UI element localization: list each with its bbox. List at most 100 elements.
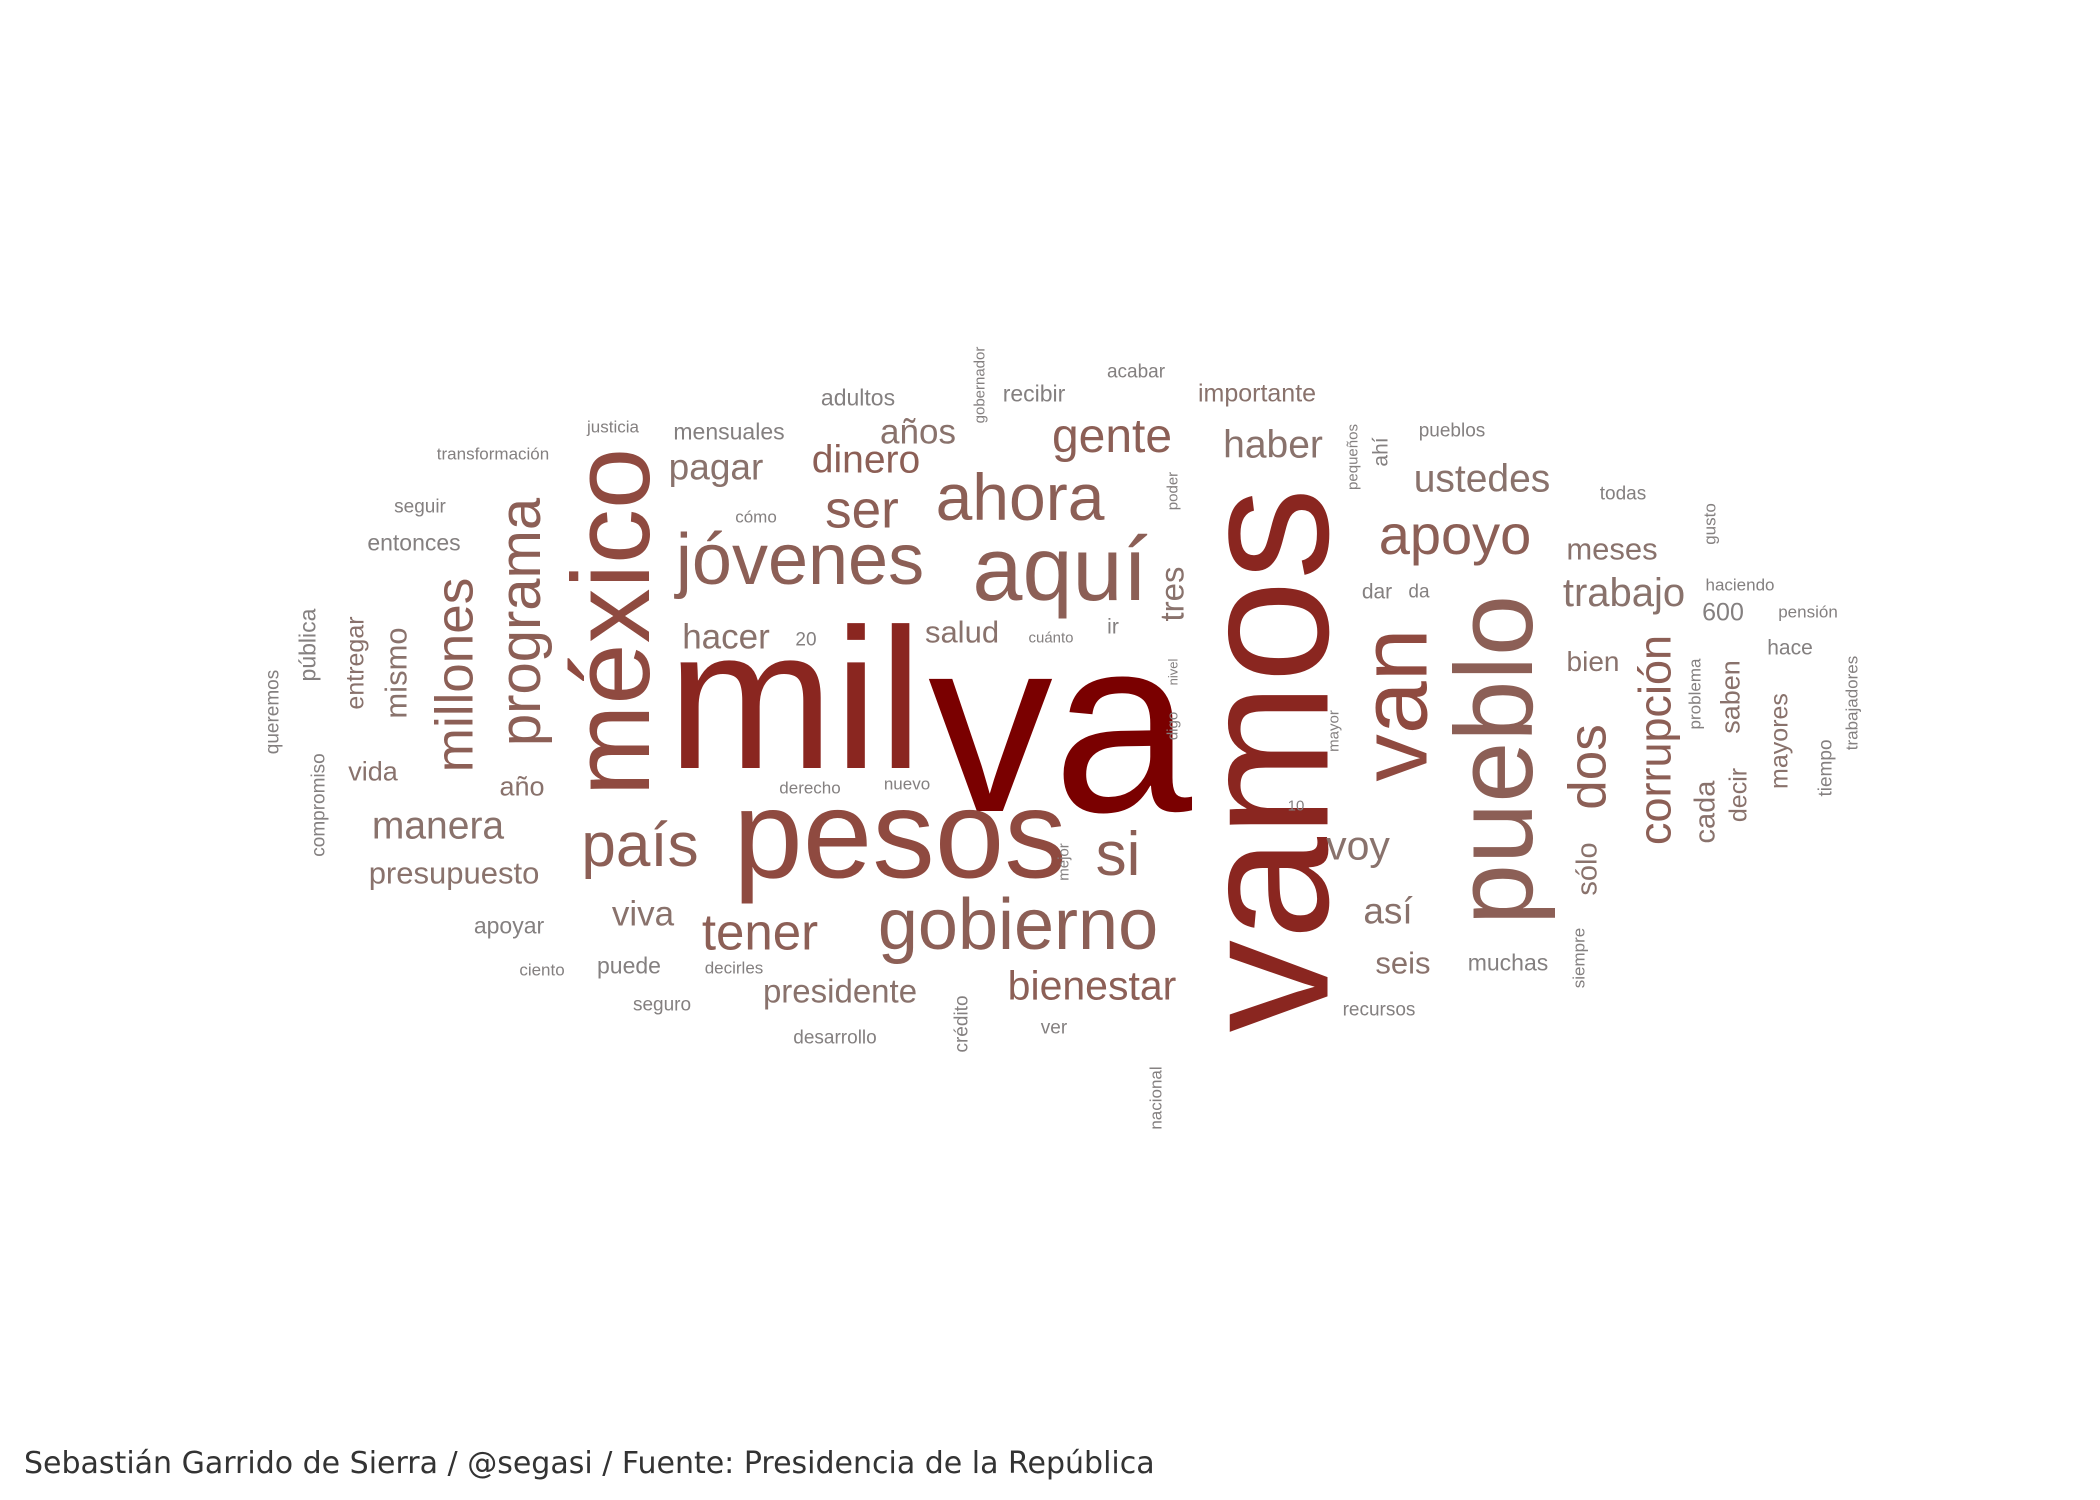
word-siempre: siempre [1569,927,1589,989]
word-va: va [927,585,1193,864]
word-cuanto: cuánto [1028,629,1074,647]
word-haber: haber [1223,423,1323,467]
word-adultos: adultos [820,384,896,411]
word-pesos: pesos [733,765,1067,905]
word-anos: años [880,412,956,452]
word-poder: poder [1164,471,1182,511]
word-salud: salud [924,614,1000,650]
word-hacer: hacer [682,617,770,657]
word-pueblo: pueblo [1433,594,1556,926]
word-compromiso: compromiso [308,753,330,857]
word-desarrollo: desarrollo [793,1027,877,1049]
word-decirles: decirles [704,958,764,978]
word-bienestar: bienestar [1007,962,1177,1009]
word-derecho: derecho [779,778,841,798]
word-jovenes: jóvenes [675,520,925,600]
word-mayores: mayores [1765,693,1794,789]
word-ustedes: ustedes [1413,457,1551,501]
word-asi: así [1363,890,1413,932]
word-seguro: seguro [632,994,692,1016]
word-pais: país [581,811,699,880]
word-600: 600 [1702,598,1744,627]
word-voy: voy [1326,822,1390,869]
word-solo: sólo [1571,842,1604,896]
word-pension: pensión [1778,602,1838,622]
word-aqui: aquí [972,520,1148,620]
word-10: 10 [1287,797,1305,815]
word-cada: cada [1689,780,1722,844]
word-tiempo: tiempo [1815,739,1837,797]
word-20: 20 [795,629,817,651]
word-entonces: entonces [367,529,461,556]
word-nacional: nacional [1146,1066,1166,1130]
word-apoyo: apoyo [1378,503,1532,566]
word-ano: año [499,771,545,802]
word-millones: millones [425,577,485,773]
word-ahi: ahí [1369,437,1393,467]
word-mayor: mayor [1325,710,1343,752]
word-ir: ir [1107,615,1119,639]
word-bien: bien [1566,646,1620,677]
word-mexico: méxico [550,447,673,797]
word-hace: hace [1767,636,1813,660]
word-mejor: mejor [1055,843,1073,881]
word-corrupcion: corrupción [1629,634,1681,846]
word-trabajadores: trabajadores [1842,655,1862,751]
word-presupuesto: presupuesto [368,855,540,891]
word-mismo: mismo [378,627,414,719]
word-puede: puede [597,952,661,979]
word-dar: dar [1361,580,1393,604]
word-pagar: pagar [668,446,764,488]
word-problema: problema [1685,658,1705,730]
word-seguir: seguir [394,496,446,518]
word-manera: manera [371,804,505,848]
word-tres: tres [1153,566,1191,622]
word-pequenos: pequeños [1344,424,1362,490]
word-publica: pública [294,608,321,682]
word-ver: ver [1040,1017,1068,1039]
word-gobierno: gobierno [877,885,1159,965]
word-vida: vida [348,756,398,787]
word-ser: ser [825,480,899,540]
word-viva: viva [611,894,675,934]
word-nivel: nivel [1165,658,1181,686]
word-entregar: entregar [341,616,370,710]
word-credito: crédito [951,995,973,1053]
word-dos: dos [1558,724,1618,810]
word-mensuales: mensuales [673,418,785,445]
word-importante: importante [1197,379,1317,408]
word-digo: digo [1164,711,1182,741]
word-acabar: acabar [1106,361,1166,383]
word-transformacion: transformación [436,444,550,464]
word-ciento: ciento [519,960,565,980]
word-gobernador: gobernador [971,346,989,424]
word-trabajo: trabajo [1562,571,1686,615]
word-haciendo: haciendo [1705,575,1775,595]
word-seis: seis [1375,945,1431,981]
word-muchas: muchas [1467,949,1549,976]
word-gente: gente [1051,410,1173,463]
word-tener: tener [701,903,819,961]
word-presidente: presidente [762,972,918,1010]
word-recursos: recursos [1342,999,1416,1021]
word-meses: meses [1566,531,1658,567]
word-dinero: dinero [811,438,921,482]
word-como: cómo [735,507,777,527]
word-apoyar: apoyar [473,912,545,939]
word-queremos: queremos [262,669,284,755]
word-da: da [1408,581,1430,603]
word-justicia: justicia [587,417,639,437]
word-saben: saben [1715,660,1746,734]
word-recibir: recibir [1002,380,1066,407]
word-pueblos: pueblos [1418,420,1486,442]
word-ahora: ahora [935,460,1105,534]
word-vamos: vamos [1161,487,1368,1033]
word-decir: decir [1724,767,1753,823]
word-mil: mil [667,588,923,811]
word-todas: todas [1599,483,1647,505]
word-nuevo: nuevo [883,774,931,794]
word-si: si [1095,820,1141,889]
word-gusto: gusto [1700,503,1720,545]
word-programa: programa [488,497,553,747]
